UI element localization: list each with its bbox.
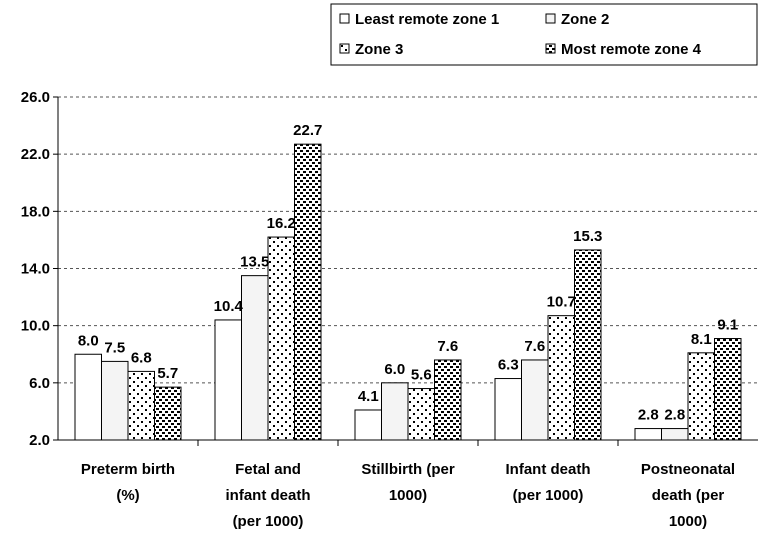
y-tick-label-3: 14.0 bbox=[21, 261, 50, 278]
bar-zone-4-cat-4 bbox=[714, 338, 742, 441]
y-tick-label-6: 26.0 bbox=[21, 89, 50, 106]
data-label-zone-1-cat-0: 8.0 bbox=[78, 332, 99, 349]
bars bbox=[74, 143, 742, 441]
data-label-zone-4-cat-2: 7.6 bbox=[437, 338, 458, 355]
bar-zone-3-cat-4 bbox=[687, 352, 715, 441]
y-tick-label-4: 18.0 bbox=[21, 203, 50, 220]
data-label-zone-2-cat-0: 7.5 bbox=[104, 339, 125, 356]
data-label-zone-2-cat-2: 6.0 bbox=[384, 361, 405, 378]
bar-zone-4-cat-2 bbox=[434, 359, 462, 441]
data-label-zone-4-cat-0: 5.7 bbox=[157, 365, 178, 382]
legend-item-zone-4: Most remote zone 4 bbox=[545, 41, 702, 58]
category-label-2-line-0: Stillbirth (per bbox=[361, 461, 454, 478]
y-tick-label-2: 10.0 bbox=[21, 318, 50, 335]
legend-item-zone-2: Zone 2 bbox=[545, 11, 609, 28]
bar-zone-1-cat-4 bbox=[634, 428, 662, 441]
bar-zone-2-cat-2 bbox=[381, 382, 409, 441]
bar-zone-1-cat-1 bbox=[214, 319, 242, 441]
category-label-0-line-0: Preterm birth bbox=[81, 461, 175, 478]
category-label-3-line-1: (per 1000) bbox=[513, 487, 584, 504]
category-label-4-line-2: 1000) bbox=[669, 513, 707, 530]
bar-zone-1-cat-2 bbox=[354, 409, 382, 441]
data-labels: 8.0 7.5 6.8 5.7 10.4 13.5 16.2 22.7 4.1 6.0 5.6 7.6… bbox=[78, 122, 738, 423]
category-label-0-line-1: (%) bbox=[116, 487, 139, 504]
y-tick-label-1: 6.0 bbox=[29, 375, 50, 392]
data-label-zone-3-cat-2: 5.6 bbox=[411, 367, 432, 384]
bar-zone-1-cat-3 bbox=[494, 378, 522, 441]
legend-item-zone-1: Least remote zone 1 bbox=[339, 11, 499, 28]
data-label-zone-4-cat-3: 15.3 bbox=[573, 228, 602, 245]
data-label-zone-2-cat-1: 13.5 bbox=[240, 254, 269, 271]
data-label-zone-4-cat-4: 9.1 bbox=[717, 317, 738, 334]
category-label-3-line-0: Infant death bbox=[506, 461, 591, 478]
bar-zone-2-cat-4 bbox=[661, 428, 689, 441]
bar-zone-2-cat-0 bbox=[101, 360, 129, 441]
y-tick-label-0: 2.0 bbox=[29, 432, 50, 449]
data-label-zone-4-cat-1: 22.7 bbox=[293, 122, 322, 139]
data-label-zone-3-cat-0: 6.8 bbox=[131, 349, 152, 366]
legend-label-zone-1: Least remote zone 1 bbox=[355, 11, 499, 28]
data-label-zone-1-cat-3: 6.3 bbox=[498, 357, 519, 374]
data-label-zone-2-cat-4: 2.8 bbox=[664, 407, 685, 424]
legend: Least remote zone 1 Zone 2 Zone 3 Most r… bbox=[330, 3, 758, 66]
bar-zone-4-cat-0 bbox=[154, 386, 182, 441]
bar-zone-2-cat-3 bbox=[521, 359, 549, 441]
data-label-zone-3-cat-4: 8.1 bbox=[691, 331, 712, 348]
data-label-zone-1-cat-1: 10.4 bbox=[214, 298, 244, 315]
gridlines bbox=[58, 96, 758, 384]
category-label-2-line-1: 1000) bbox=[389, 487, 427, 504]
data-label-zone-2-cat-3: 7.6 bbox=[524, 338, 545, 355]
legend-label-zone-3: Zone 3 bbox=[355, 41, 403, 58]
category-label-1-line-1: infant death bbox=[226, 487, 311, 504]
legend-item-zone-3: Zone 3 bbox=[339, 41, 403, 58]
data-label-zone-1-cat-4: 2.8 bbox=[638, 407, 659, 424]
legend-box bbox=[330, 3, 758, 66]
bar-zone-3-cat-1 bbox=[267, 236, 295, 441]
category-label-1-line-0: Fetal and bbox=[235, 461, 301, 478]
bar-zone-4-cat-3 bbox=[574, 249, 602, 441]
bar-zone-2-cat-1 bbox=[241, 275, 269, 441]
bar-zone-4-cat-1 bbox=[294, 143, 322, 441]
bar-zone-1-cat-0 bbox=[74, 353, 102, 441]
legend-label-zone-4: Most remote zone 4 bbox=[561, 41, 702, 58]
bar-zone-3-cat-3 bbox=[547, 315, 575, 441]
data-label-zone-3-cat-1: 16.2 bbox=[267, 215, 296, 232]
bar-zone-3-cat-0 bbox=[127, 370, 155, 441]
data-label-zone-3-cat-3: 10.7 bbox=[547, 294, 576, 311]
category-label-4-line-0: Postneonatal bbox=[641, 461, 735, 478]
category-labels: Preterm birth (%) Fetal and infant death (pe… bbox=[81, 461, 735, 530]
bar-zone-3-cat-2 bbox=[407, 388, 435, 441]
axes: 2.0 6.0 10.0 14.0 18.0 22.0 26.0 bbox=[21, 89, 758, 449]
legend-swatch-zone-2 bbox=[545, 13, 556, 24]
y-tick-label-5: 22.0 bbox=[21, 146, 50, 163]
legend-swatch-zone-1 bbox=[339, 13, 350, 24]
data-label-zone-1-cat-2: 4.1 bbox=[358, 388, 379, 405]
legend-label-zone-2: Zone 2 bbox=[561, 11, 609, 28]
legend-swatch-zone-3 bbox=[339, 43, 350, 54]
legend-swatch-zone-4 bbox=[545, 43, 556, 54]
category-label-4-line-1: death (per bbox=[652, 487, 725, 504]
category-label-1-line-2: (per 1000) bbox=[233, 513, 304, 530]
